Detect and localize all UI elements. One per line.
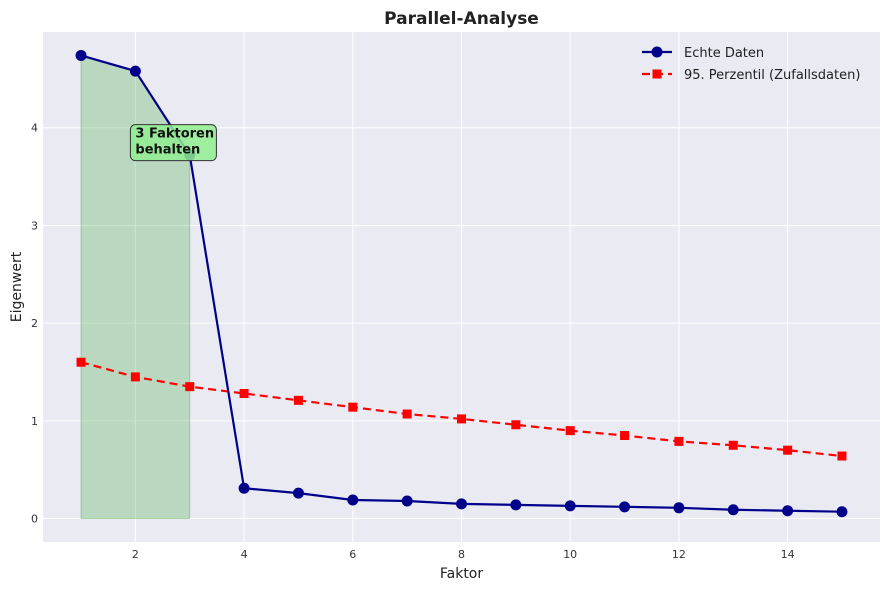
data-point [511, 420, 521, 430]
data-point [783, 445, 793, 455]
data-point [837, 451, 847, 461]
legend-marker [651, 46, 663, 58]
x-tick-label: 8 [458, 548, 465, 561]
data-point [185, 382, 195, 392]
data-point [782, 505, 794, 517]
annotation-text: behalten [135, 143, 200, 158]
x-axis-label: Faktor [440, 566, 484, 582]
y-tick-label: 2 [31, 317, 38, 330]
series-layer [75, 49, 848, 518]
data-point [129, 65, 141, 77]
x-tick-label: 4 [241, 548, 248, 561]
data-point [238, 482, 250, 494]
x-tick-label: 2 [132, 548, 139, 561]
legend-item: 95. Perzentil (Zufallsdaten) [642, 68, 860, 83]
series-random-95th-percentile [76, 357, 847, 461]
data-point [564, 500, 576, 512]
data-point [348, 402, 358, 412]
y-tick-label: 4 [31, 122, 38, 135]
y-axis-label: Eigenwert [9, 251, 25, 322]
x-tick-label: 10 [563, 548, 577, 561]
y-tick-label: 1 [31, 415, 38, 428]
data-point [457, 414, 466, 424]
legend-marker [652, 69, 662, 79]
legend-label: 95. Perzentil (Zufallsdaten) [684, 68, 860, 83]
data-point [836, 506, 848, 518]
data-point [620, 431, 630, 441]
data-point [130, 372, 140, 382]
y-tick-label: 3 [31, 219, 38, 232]
y-tick-label: 0 [31, 513, 38, 526]
data-point [674, 436, 684, 446]
data-point [727, 504, 739, 516]
data-point [728, 440, 738, 450]
legend-item: Echte Daten [642, 46, 764, 61]
data-point [293, 395, 303, 405]
x-tick-label: 14 [781, 548, 795, 561]
data-point [75, 49, 87, 61]
data-point [673, 502, 685, 514]
chart-title: Parallel-Analyse [384, 9, 539, 29]
data-point [456, 498, 467, 510]
data-point [76, 357, 86, 367]
legend-label: Echte Daten [684, 46, 764, 61]
data-point [619, 501, 631, 513]
legend: Echte Daten 95. Perzentil (Zufallsdaten) [642, 46, 860, 83]
data-point [401, 495, 413, 507]
data-point [510, 499, 522, 511]
annotation-box [129, 124, 217, 162]
data-point [347, 494, 359, 506]
grid-lines [43, 32, 880, 542]
data-point [239, 388, 249, 398]
x-tick-label: 12 [672, 548, 686, 561]
data-point [292, 487, 304, 499]
series-line [80, 361, 843, 458]
x-tick-label: 6 [349, 548, 356, 561]
data-point [565, 426, 575, 436]
annotation-text: 3 Faktoren [135, 127, 214, 142]
data-point [402, 409, 412, 419]
